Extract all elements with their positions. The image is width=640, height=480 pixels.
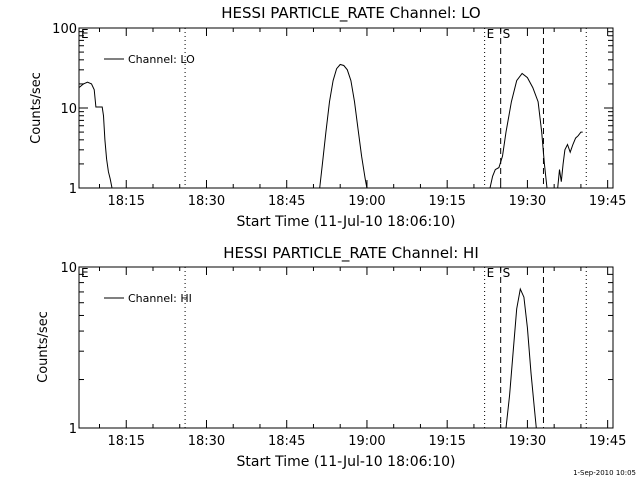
event-marker-label: E: [487, 27, 495, 41]
x-tick-label: 19:45: [589, 434, 626, 449]
y-tick-label: 1: [69, 182, 77, 197]
y-tick-label: 10: [60, 102, 77, 117]
y-axis-label: Counts/sec: [36, 311, 51, 383]
plot-frame: [78, 266, 614, 429]
series-line: [319, 63, 368, 189]
x-tick-label: 18:15: [108, 434, 145, 449]
x-axis-label: Start Time (11-Jul-10 18:06:10): [236, 454, 455, 470]
x-tick-label: 19:00: [348, 194, 385, 209]
footer-timestamp: 1-Sep-2010 10:05: [573, 469, 636, 477]
y-tick-label: 1: [69, 422, 77, 437]
chart-title: HESSI PARTICLE_RATE Channel: HI: [223, 244, 479, 263]
x-tick-label: 18:30: [188, 194, 225, 209]
x-tick-label: 19:15: [428, 194, 465, 209]
panel-lo: HESSI PARTICLE_RATE Channel: LO 18:15 18:…: [29, 4, 626, 230]
event-marker-label: S: [503, 266, 511, 280]
chart-title: HESSI PARTICLE_RATE Channel: LO: [221, 4, 480, 23]
series-line: [78, 81, 113, 189]
event-marker-label: E: [81, 27, 89, 41]
x-tick-label: 19:30: [509, 194, 546, 209]
event-marker-label: E: [487, 266, 495, 280]
x-tick-label: 18:30: [188, 434, 225, 449]
x-tick-label: 19:45: [589, 194, 626, 209]
series-line: [505, 287, 537, 429]
series-line: [557, 131, 583, 189]
x-tick-label: 19:15: [428, 434, 465, 449]
x-tick-label: 19:30: [509, 434, 546, 449]
x-axis-label: Start Time (11-Jul-10 18:06:10): [236, 214, 455, 230]
x-tick-label: 19:00: [348, 434, 385, 449]
event-marker-label: E: [81, 266, 89, 280]
panel-hi: HESSI PARTICLE_RATE Channel: HI 18:15 18:…: [36, 244, 626, 470]
legend-label: Channel: HI: [128, 292, 192, 305]
y-axis-label: Counts/sec: [29, 72, 44, 144]
event-marker-label: S: [503, 27, 511, 41]
series-line: [489, 72, 548, 189]
legend: Channel: LO: [104, 53, 195, 66]
y-tick-label: 100: [52, 22, 77, 37]
y-tick-label: 10: [60, 261, 77, 276]
legend: Channel: HI: [104, 292, 192, 305]
x-tick-label: 18:15: [108, 194, 145, 209]
x-tick-label: 18:45: [268, 194, 305, 209]
x-tick-label: 18:45: [268, 434, 305, 449]
legend-label: Channel: LO: [128, 53, 195, 66]
